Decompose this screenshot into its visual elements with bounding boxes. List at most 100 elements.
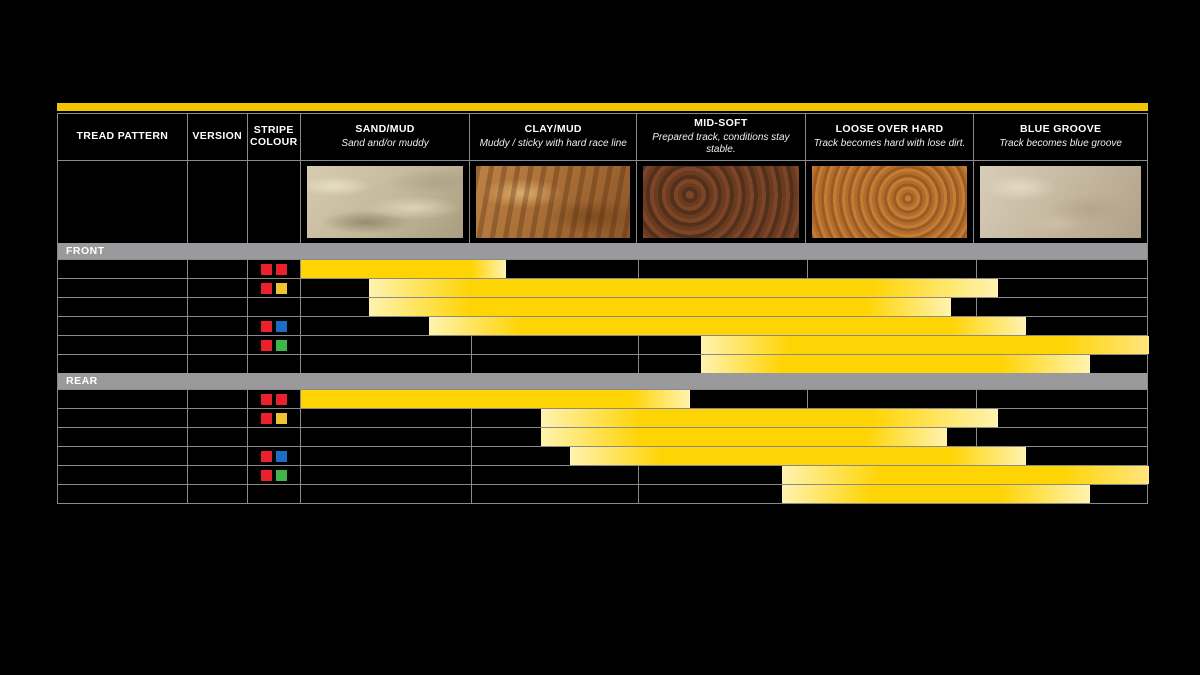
terrain-image-blue: [980, 166, 1141, 238]
tread-pattern-cell: [58, 279, 188, 297]
column-header-subtitle: Prepared track, conditions stay stable.: [652, 131, 790, 155]
section-header-front: FRONT: [58, 243, 1147, 259]
table-row: [58, 278, 1147, 297]
column-header-subtitle: Track becomes hard with lose dirt.: [813, 137, 966, 149]
stripe-chip-green: [276, 339, 287, 351]
column-grid-line: [638, 466, 639, 484]
version-cell: [188, 260, 248, 278]
table-header-row: TREAD PATTERN VERSION STRIPE COLOUR SAND/MU…: [58, 114, 1147, 160]
table-row: [58, 484, 1147, 503]
column-header-blue-groove: BLUE GROOVE Track becomes blue groove: [974, 114, 1147, 160]
stripe-chip-red: [261, 393, 272, 405]
tread-pattern-cell: [58, 447, 188, 465]
column-header-label: STRIPE COLOUR: [249, 124, 298, 148]
column-header-mid-soft: MID-SOFT Prepared track, conditions stay …: [637, 114, 806, 160]
stripe-colour-cell: [248, 485, 301, 503]
stripe-chip-blue: [276, 320, 287, 332]
column-header-subtitle: Sand and/or muddy: [341, 137, 429, 149]
terrain-cell-loose: [806, 161, 975, 243]
tread-pattern-cell: [58, 466, 188, 484]
column-grid-line: [976, 428, 977, 446]
application-range-bar: [781, 485, 1091, 503]
terrain-range-area: [301, 447, 1147, 465]
column-grid-line: [471, 428, 472, 446]
table-row: [58, 259, 1147, 278]
application-range-bar: [569, 447, 1027, 465]
stripe-colour-cell: [248, 390, 301, 408]
column-header-subtitle: Muddy / sticky with hard race line: [479, 137, 627, 149]
table-row: [58, 408, 1147, 427]
table-row: [58, 354, 1147, 373]
stripe-colour-cell: [248, 355, 301, 373]
empty-cell: [248, 161, 301, 243]
column-header-label: MID-SOFT: [694, 117, 748, 130]
stripe-chip-red: [261, 263, 272, 275]
terrain-cell-sand: [301, 161, 471, 243]
stripe-chip-red: [261, 320, 272, 332]
column-grid-line: [807, 260, 808, 278]
column-grid-line: [638, 355, 639, 373]
tread-pattern-cell: [58, 298, 188, 316]
stripe-chip-red: [261, 339, 272, 351]
column-grid-line: [471, 355, 472, 373]
version-cell: [188, 317, 248, 335]
tread-pattern-cell: [58, 428, 188, 446]
stripe-colour-cell: [248, 279, 301, 297]
empty-cell: [58, 161, 188, 243]
terrain-range-area: [301, 428, 1147, 446]
section-label: FRONT: [66, 245, 105, 257]
column-header-sand-mud: SAND/MUD Sand and/or muddy: [301, 114, 471, 160]
stripe-chip-red: [276, 393, 287, 405]
stripe-chip-red: [261, 450, 272, 462]
terrain-image-loose: [811, 166, 968, 238]
column-header-label: TREAD PATTERN: [76, 130, 169, 143]
tread-pattern-cell: [58, 317, 188, 335]
terrain-range-area: [301, 336, 1149, 354]
version-cell: [188, 409, 248, 427]
column-grid-line: [471, 485, 472, 503]
stripe-chip-red: [276, 263, 287, 275]
stripe-colour-cell: [248, 466, 301, 484]
column-grid-line: [638, 485, 639, 503]
column-header-subtitle: Track becomes blue groove: [999, 137, 1122, 149]
tyre-application-table: TREAD PATTERN VERSION STRIPE COLOUR SAND/MU…: [57, 113, 1149, 504]
empty-cell: [188, 161, 248, 243]
version-cell: [188, 428, 248, 446]
column-header-clay-mud: CLAY/MUD Muddy / sticky with hard race li…: [470, 114, 638, 160]
column-header-tread-pattern: TREAD PATTERN: [58, 114, 188, 160]
tread-pattern-cell: [58, 485, 188, 503]
column-header-label: VERSION: [192, 130, 243, 143]
stripe-chip-blue: [276, 450, 287, 462]
column-grid-line: [471, 466, 472, 484]
terrain-range-area: [301, 317, 1147, 335]
terrain-image-clay: [476, 166, 630, 238]
terrain-range-area: [301, 355, 1147, 373]
column-grid-line: [471, 409, 472, 427]
version-cell: [188, 279, 248, 297]
column-header-version: VERSION: [188, 114, 248, 160]
table-body: FRONT REAR: [58, 243, 1149, 503]
tread-pattern-cell: [58, 336, 188, 354]
table-row: [58, 465, 1149, 484]
terrain-image-mid: [642, 166, 799, 238]
section-label: REAR: [66, 375, 98, 387]
terrain-image-sand: [306, 166, 464, 238]
stripe-chip-green: [276, 469, 287, 481]
section-header-rear: REAR: [58, 373, 1147, 389]
table-row: [58, 316, 1147, 335]
column-header-loose-over-hard: LOOSE OVER HARD Track becomes hard with l…: [806, 114, 975, 160]
application-range-bar: [700, 336, 1149, 354]
table-row: [58, 427, 1147, 446]
tread-pattern-cell: [58, 355, 188, 373]
stripe-colour-cell: [248, 409, 301, 427]
stripe-chip-red: [261, 282, 272, 294]
version-cell: [188, 485, 248, 503]
terrain-range-area: [301, 485, 1147, 503]
stripe-chip-yellow: [276, 282, 287, 294]
stripe-chip-red: [261, 469, 272, 481]
version-cell: [188, 447, 248, 465]
table-row: [58, 389, 1147, 408]
tread-pattern-cell: [58, 260, 188, 278]
version-cell: [188, 336, 248, 354]
